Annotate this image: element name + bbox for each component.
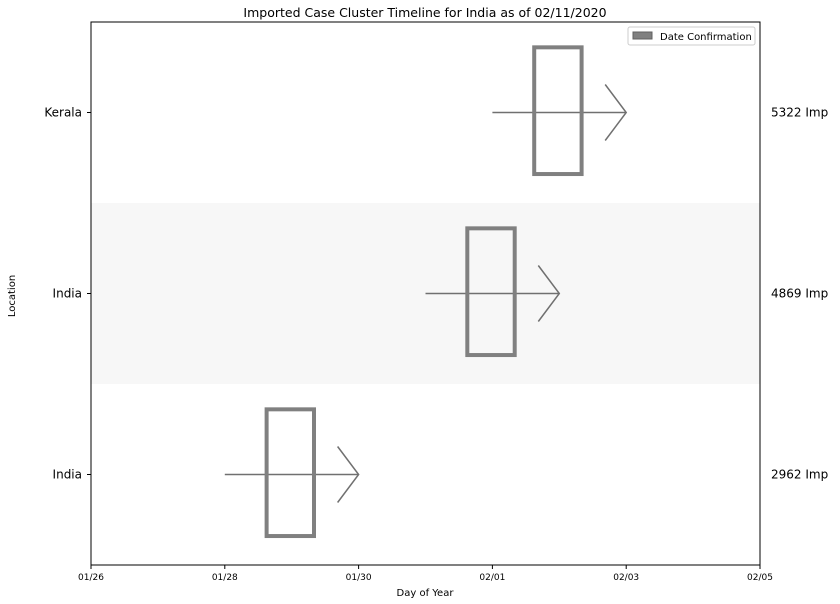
confirmation-box [532,45,584,177]
confirmation-box [264,407,316,539]
case-count-label: 4869 Imp [771,287,828,301]
y-tick-label: Kerala [44,106,82,120]
confirmation-box [465,226,517,358]
x-tick-label: 02/01 [479,573,505,583]
legend-swatch [632,31,653,40]
legend-label: Date Confirmation [660,32,752,43]
timeline-marks [224,45,628,539]
right-case-labels: 5322 Imp 4869 Imp 2962 Imp [771,106,828,482]
timeline-arrow-head [537,265,561,322]
x-tick-label: 01/26 [78,573,104,583]
x-axis-ticks: 01/26 01/28 01/30 02/01 02/03 02/05 [78,565,773,583]
chart-title: Imported Case Cluster Timeline for India… [243,5,606,20]
x-tick-label: 01/28 [212,573,238,583]
legend-frame [627,26,756,46]
case-count-label: 5322 Imp [771,106,828,120]
x-axis-label: Day of Year [397,588,455,599]
timeline-arrow-head [337,446,360,503]
legend: Date Confirmation [627,26,756,46]
y-tick-label: India [53,287,82,301]
y-tick-label: India [53,468,82,482]
y-axis-labels: Kerala India India [44,106,91,482]
case-count-label: 2962 Imp [771,468,828,482]
x-tick-label: 02/05 [747,573,773,583]
x-tick-label: 01/30 [346,573,372,583]
timeline-arrow-head [604,84,628,141]
y-axis-label: Location [7,275,18,317]
x-tick-label: 02/03 [613,573,639,583]
